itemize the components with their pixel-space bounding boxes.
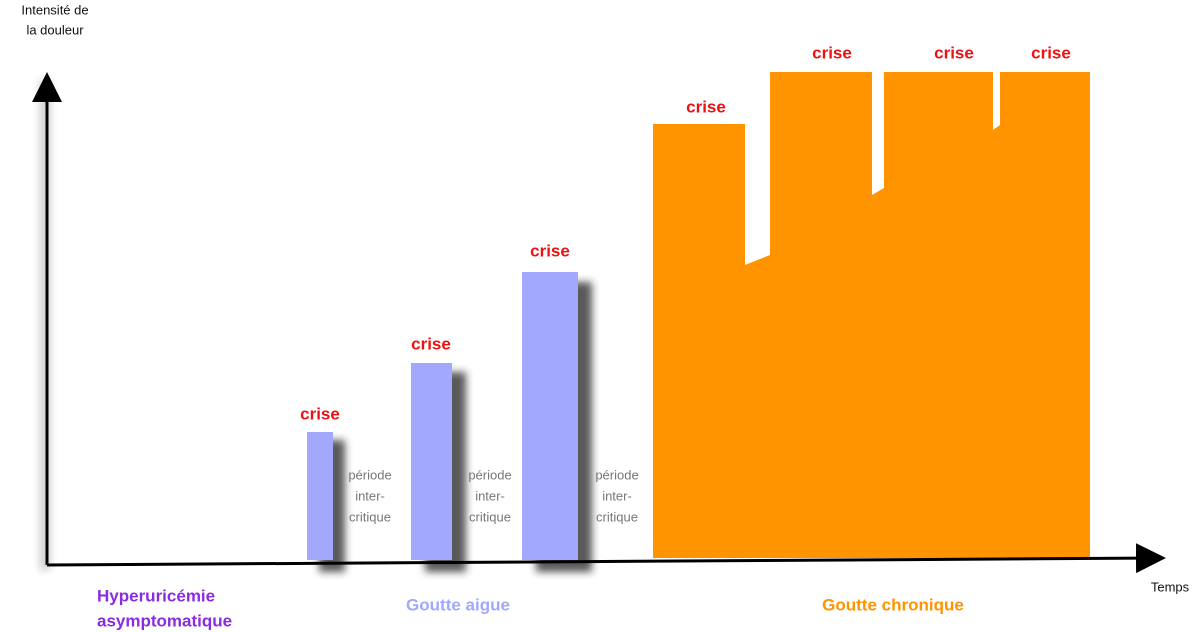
period-label: inter- — [602, 488, 632, 503]
crisis-bar — [522, 272, 578, 560]
crisis-label: crise — [411, 334, 451, 353]
period-label: période — [468, 467, 511, 482]
period-label: critique — [469, 509, 511, 524]
phase-label: Hyperuricémie — [97, 586, 215, 605]
x-axis-label: Temps — [1151, 579, 1190, 594]
period-label: critique — [596, 509, 638, 524]
crisis-bar — [307, 432, 333, 560]
crisis-label: crise — [1031, 43, 1071, 62]
phase-label: Goutte chronique — [822, 595, 964, 614]
phase-label: asymptomatique — [97, 611, 232, 630]
crisis-label: crise — [300, 404, 340, 423]
period-label: inter- — [475, 488, 505, 503]
crisis-label: crise — [686, 97, 726, 116]
period-label: critique — [349, 509, 391, 524]
period-label: période — [595, 467, 638, 482]
y-axis-label: Intensité de — [21, 2, 88, 17]
crisis-label: crise — [530, 241, 570, 260]
period-label: inter- — [355, 488, 385, 503]
crisis-bar — [411, 363, 452, 560]
acute-bars — [307, 272, 578, 560]
crisis-label: crise — [812, 43, 852, 62]
phase-label: Goutte aigue — [406, 595, 510, 614]
y-axis-label: la douleur — [26, 22, 84, 37]
crisis-label: crise — [934, 43, 974, 62]
x-axis — [46, 543, 1166, 574]
period-label: période — [348, 467, 391, 482]
chronic-block — [653, 72, 1090, 558]
